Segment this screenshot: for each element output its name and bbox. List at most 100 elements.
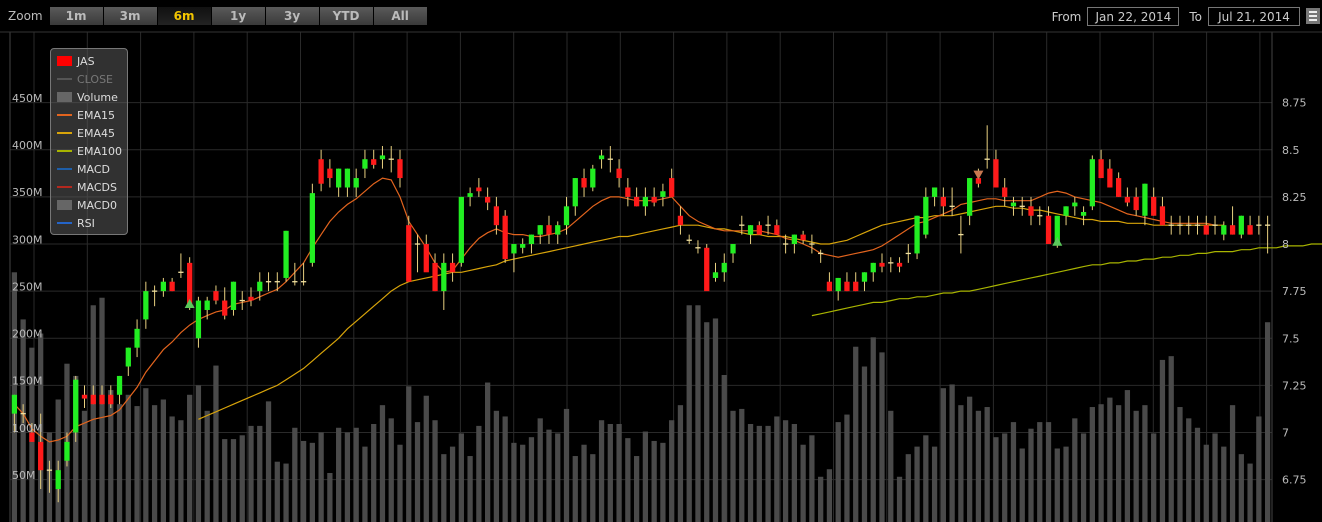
y-right-tick-label: 8.5: [1282, 144, 1300, 157]
legend-swatch: [57, 222, 72, 224]
volume-bar: [931, 446, 938, 522]
volume-bar: [257, 425, 263, 522]
ema15-line: [13, 177, 1216, 443]
legend-item-macd0[interactable]: MACD0: [51, 196, 127, 214]
candle-down: [1133, 196, 1139, 211]
candle-up: [134, 328, 140, 348]
candle-down: [485, 196, 491, 203]
volume-bar: [178, 420, 184, 522]
legend-swatch: [57, 168, 72, 170]
zoom-all-button[interactable]: All: [373, 7, 427, 25]
legend-item-ema100[interactable]: EMA100: [51, 142, 127, 160]
candle-down: [669, 178, 675, 197]
legend-item-ema15[interactable]: EMA15: [51, 106, 127, 124]
legend-item-ema45[interactable]: EMA45: [51, 124, 127, 142]
volume-bar: [423, 395, 429, 522]
candle-down: [651, 196, 657, 203]
volume-bar: [502, 416, 508, 522]
candle-down: [397, 159, 403, 179]
candle-down: [248, 296, 254, 301]
volume-bar: [616, 424, 622, 522]
candle-up: [1221, 225, 1227, 235]
zoom-label: Zoom: [8, 9, 43, 23]
zoom-6m-button[interactable]: 6m: [157, 7, 211, 25]
volume-bar: [476, 425, 482, 522]
volume-bar: [923, 435, 929, 522]
ema45-line: [198, 205, 1224, 420]
candle-down: [616, 168, 622, 179]
candle-down: [896, 262, 903, 267]
legend-item-close[interactable]: CLOSE: [51, 70, 127, 88]
volume-bar: [1063, 446, 1069, 522]
volume-bar: [441, 454, 447, 522]
volume-bar: [712, 318, 719, 522]
volume-bar: [336, 427, 342, 522]
zoom-3m-button[interactable]: 3m: [103, 7, 157, 25]
volume-bar: [853, 346, 859, 522]
legend-item-macds[interactable]: MACDS: [51, 178, 127, 196]
volume-bar: [572, 456, 578, 522]
volume-bar: [467, 456, 473, 522]
volume-bar: [791, 424, 797, 522]
from-date-input[interactable]: [1087, 7, 1180, 26]
candle-up: [441, 262, 447, 292]
candle-up: [555, 225, 561, 235]
volume-bar: [1037, 422, 1043, 522]
volume-bar: [1107, 397, 1113, 522]
candle-down: [633, 196, 640, 207]
legend-item-macd[interactable]: MACD: [51, 160, 127, 178]
volume-bar: [1203, 444, 1209, 522]
volume-bar: [108, 390, 114, 522]
candle-up: [336, 168, 342, 188]
legend-item-jas[interactable]: JAS: [51, 52, 127, 70]
volume-bar: [362, 446, 368, 522]
zoom-1m-button[interactable]: 1m: [49, 7, 103, 25]
zoom-3y-button[interactable]: 3y: [265, 7, 319, 25]
candle-down: [800, 234, 806, 241]
volume-bar: [520, 444, 526, 522]
volume-bar: [230, 439, 237, 522]
volume-bar: [826, 469, 833, 522]
candle-down: [29, 432, 35, 442]
legend-item-volume[interactable]: Volume: [51, 88, 127, 106]
volume-bar: [318, 432, 324, 522]
volume-bar: [677, 405, 684, 522]
y-right-tick-label: 7.75: [1282, 285, 1307, 298]
candle-down: [826, 281, 833, 292]
candle-down: [774, 225, 780, 235]
candle-up: [353, 178, 359, 188]
y-left-tick-label: 200M: [12, 328, 43, 341]
candle-up: [1080, 211, 1087, 216]
volume-bar: [563, 408, 570, 522]
volume-bar: [651, 440, 657, 522]
volume-bar: [248, 425, 254, 522]
volume-bar: [414, 422, 421, 522]
to-date-input[interactable]: [1208, 7, 1300, 26]
chart-menu-icon[interactable]: [1306, 8, 1320, 24]
candle-up: [712, 272, 719, 278]
volume-bar: [695, 305, 701, 522]
candle-up: [967, 178, 973, 216]
volume-bar: [1177, 407, 1183, 522]
legend-label: EMA15: [77, 108, 115, 122]
volume-bar: [1124, 390, 1131, 522]
zoom-1y-button[interactable]: 1y: [211, 7, 265, 25]
candle-up: [55, 470, 61, 490]
volume-bar: [730, 410, 736, 522]
volume-bar: [800, 444, 806, 522]
candle-up: [598, 155, 605, 160]
candle-up: [563, 206, 570, 226]
legend-item-rsi[interactable]: RSI: [51, 214, 127, 232]
legend-swatch: [57, 114, 72, 116]
volume-bar: [90, 305, 96, 522]
zoom-ytd-button[interactable]: YTD: [319, 7, 373, 25]
buy-signal-marker: [1052, 236, 1063, 246]
candle-down: [975, 178, 982, 184]
candle-down: [704, 247, 710, 292]
legend-swatch: [57, 200, 72, 210]
volume-bar: [449, 446, 456, 522]
volume-bar: [879, 352, 885, 522]
volume-bar: [125, 394, 131, 522]
y-right-tick-label: 8.25: [1282, 191, 1307, 204]
